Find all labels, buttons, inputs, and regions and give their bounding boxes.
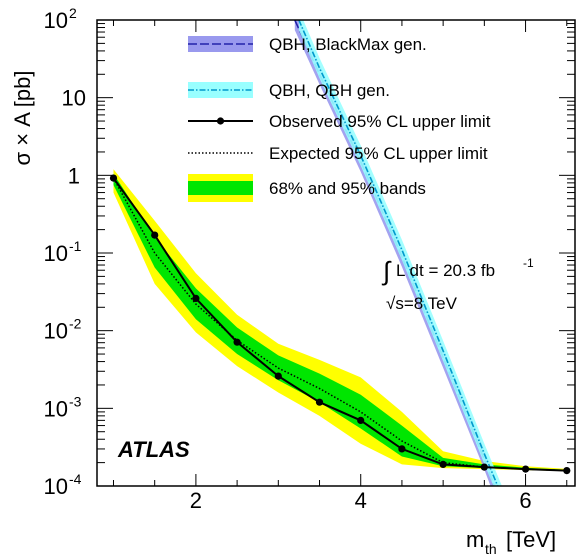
y-tick-label: 1 <box>68 163 80 188</box>
y-tick-label: 10 <box>44 8 68 33</box>
integral-sign: ∫ <box>381 256 392 286</box>
observed-point <box>233 338 241 346</box>
legend-label-observed: Observed 95% CL upper limit <box>269 112 491 131</box>
y-tick-exponent: -4 <box>69 471 82 487</box>
y-tick-label: 10 <box>44 474 68 499</box>
plot-area <box>109 20 571 486</box>
atlas-label: ATLAS <box>117 437 190 462</box>
band-95 <box>113 169 567 472</box>
x-tick-label: 6 <box>519 488 531 513</box>
observed-point <box>357 416 365 424</box>
axis-labels: σ × A [pb] m th [TeV] <box>10 71 556 557</box>
observed-point <box>439 460 447 468</box>
observed-point <box>151 231 159 239</box>
observed-limit-line <box>112 177 567 472</box>
observed-point <box>109 174 118 182</box>
legend-label-bands: 68% and 95% bands <box>269 179 426 198</box>
y-axis-label: σ × A [pb] <box>10 71 35 166</box>
y-tick-label: 10 <box>44 241 68 266</box>
x-axis-label-unit: [TeV] <box>506 527 556 552</box>
x-tick-label: 4 <box>355 488 367 513</box>
legend-band68-swatch <box>188 181 253 195</box>
x-tick-label: 2 <box>190 488 202 513</box>
luminosity-exponent: -1 <box>523 256 534 270</box>
annotations: ATLAS ∫ L dt = 20.3 fb -1 √s=8 TeV <box>117 256 534 462</box>
legend: QBH, BlackMax gen. QBH, QBH gen. Observed … <box>188 35 491 202</box>
legend-label-blackmax: QBH, BlackMax gen. <box>269 35 427 54</box>
legend-observed-swatch-marker <box>216 117 225 125</box>
observed-point <box>480 463 488 471</box>
observed-point <box>398 445 406 453</box>
x-axis-label-subscript: th <box>485 541 497 557</box>
y-tick-exponent: -2 <box>69 316 82 332</box>
legend-label-qbh: QBH, QBH gen. <box>269 81 390 100</box>
observed-point <box>522 465 530 473</box>
luminosity-label: L dt = 20.3 fb <box>396 261 495 280</box>
y-tick-label: 10 <box>44 319 68 344</box>
observed-point <box>563 467 571 475</box>
y-tick-label: 10 <box>62 86 86 111</box>
sqrt-s-label: √s=8 TeV <box>386 294 458 313</box>
observed-point <box>192 294 200 302</box>
y-tick-label: 10 <box>44 396 68 421</box>
y-tick-exponent: -3 <box>69 393 82 409</box>
legend-label-expected: Expected 95% CL upper limit <box>269 144 488 163</box>
x-axis-label: m <box>466 527 484 552</box>
qbh-line <box>298 20 499 486</box>
observed-point <box>274 372 282 380</box>
y-tick-exponent: -1 <box>69 238 82 254</box>
y-tick-exponent: 2 <box>69 5 77 21</box>
observed-point <box>315 398 324 406</box>
